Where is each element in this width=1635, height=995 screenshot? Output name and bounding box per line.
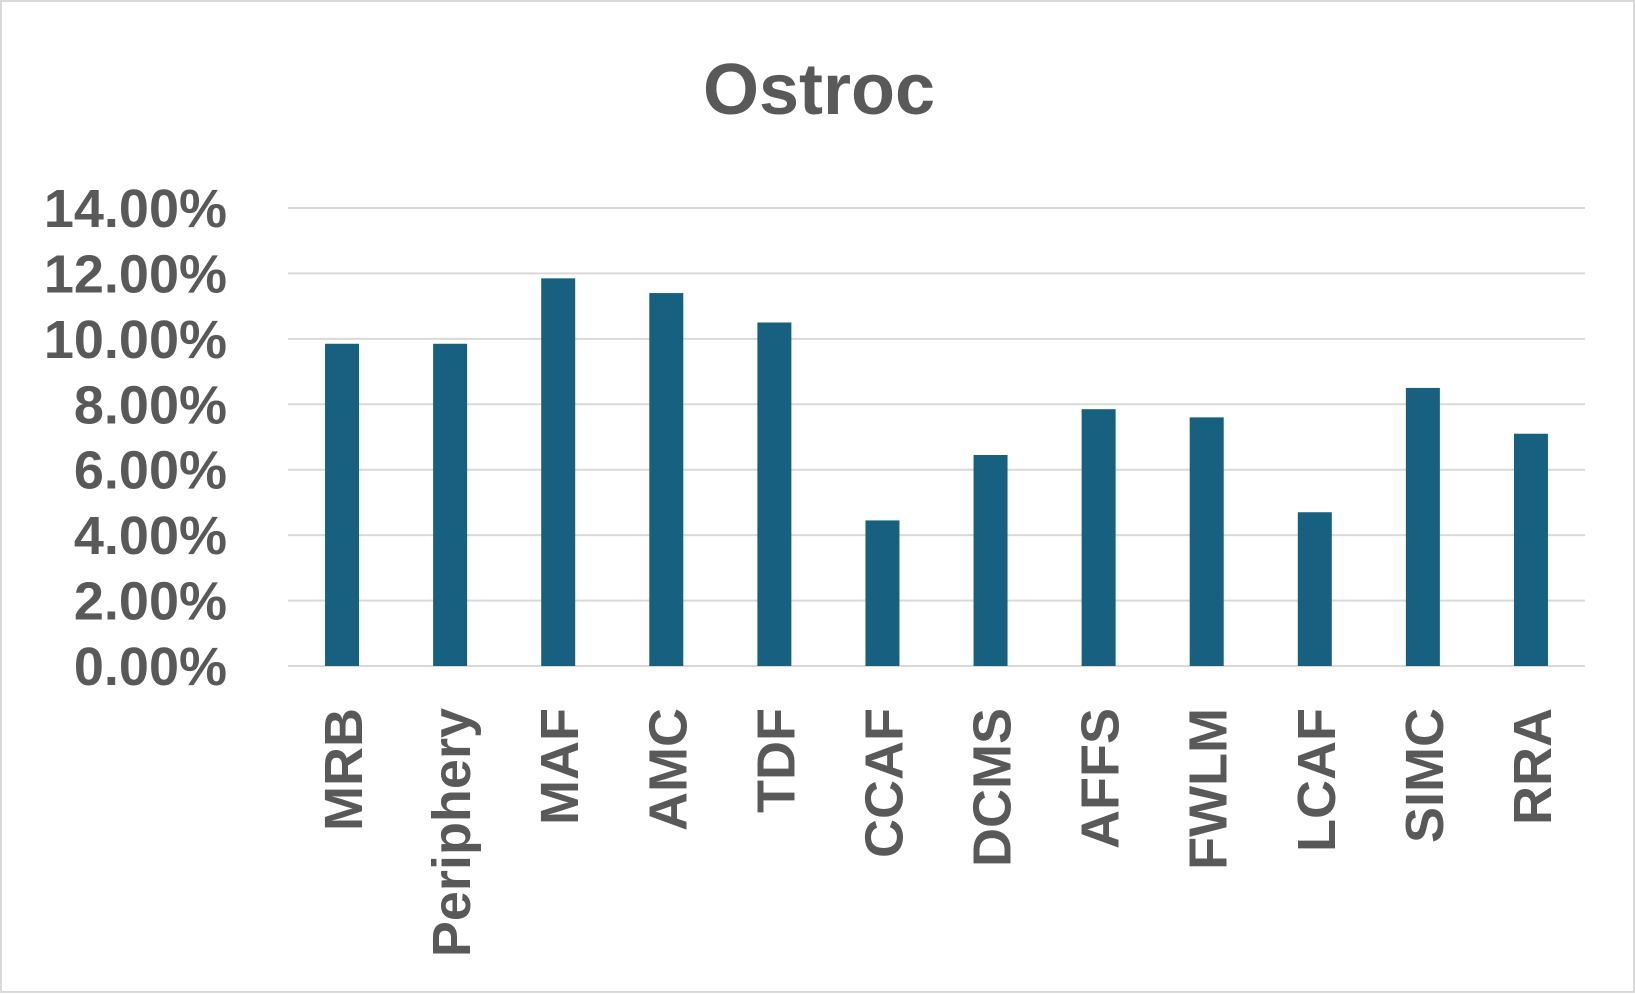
chart-title: Ostroc: [703, 50, 935, 130]
x-tick-label: AFFS: [1071, 708, 1131, 849]
bar-periphery: [433, 343, 468, 666]
y-tick-label: 0.00%: [74, 637, 227, 697]
y-tick-label: 10.00%: [44, 310, 227, 370]
y-tick-label: 14.00%: [44, 179, 227, 239]
x-axis: MRB Periphery MAF AMC TDF CCAF DCMS AFFS FWLM LCA…: [314, 708, 1563, 957]
bar-tdf: [757, 322, 792, 666]
bar-affs: [1081, 409, 1116, 666]
bar-simc: [1405, 387, 1440, 666]
x-tick-label: LCAF: [1287, 708, 1347, 852]
x-tick-label: RRA: [1503, 708, 1563, 825]
bar-mrb: [325, 343, 360, 666]
bar-amc: [649, 293, 684, 666]
bar-rra: [1513, 433, 1548, 666]
bars: [325, 278, 1548, 666]
bar-ccaf: [865, 520, 900, 666]
bar-lcaf: [1297, 512, 1332, 666]
x-tick-label: Periphery: [422, 708, 482, 957]
x-tick-label: AMC: [638, 708, 698, 831]
y-axis: 0.00%2.00%4.00%6.00%8.00%10.00%12.00%14.…: [44, 179, 227, 697]
x-tick-label: TDF: [746, 708, 806, 813]
y-tick-label: 4.00%: [74, 506, 227, 566]
gridlines: [288, 207, 1585, 667]
y-tick-label: 6.00%: [74, 441, 227, 501]
y-tick-label: 8.00%: [74, 375, 227, 435]
bar-dcms: [973, 454, 1008, 666]
x-tick-label: FWLM: [1179, 708, 1239, 870]
bar-fwlm: [1189, 417, 1224, 666]
y-tick-label: 2.00%: [74, 572, 227, 632]
x-tick-label: CCAF: [854, 708, 914, 858]
x-tick-label: MAF: [530, 708, 590, 825]
bar-maf: [541, 278, 576, 666]
y-tick-label: 12.00%: [44, 244, 227, 304]
x-tick-label: MRB: [314, 708, 374, 831]
x-tick-label: SIMC: [1395, 708, 1455, 843]
x-tick-label: DCMS: [963, 708, 1023, 867]
